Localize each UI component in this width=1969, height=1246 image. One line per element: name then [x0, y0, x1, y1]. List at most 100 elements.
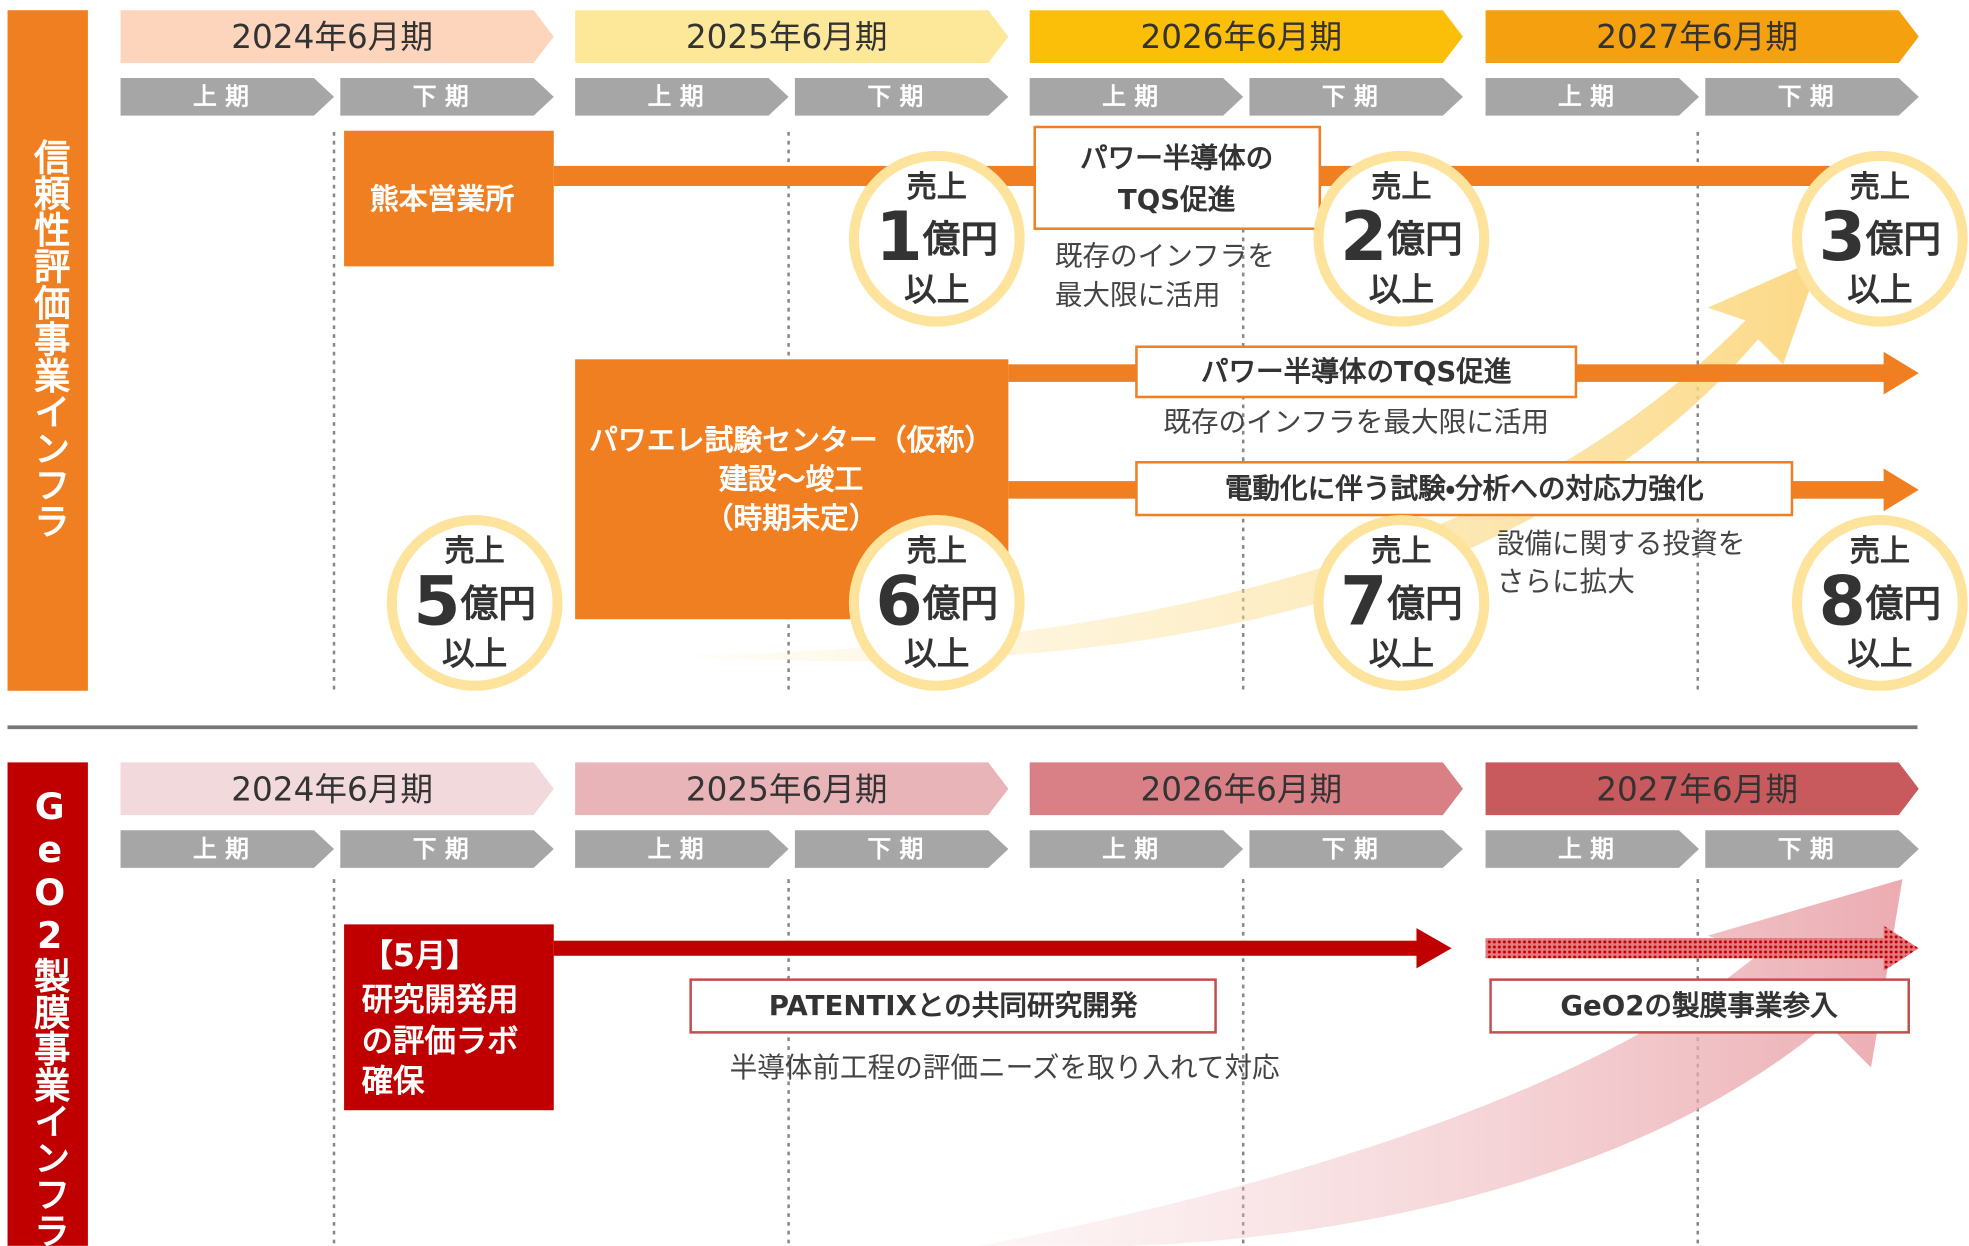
- center-line: パワエレ試験センター（仮称）: [589, 423, 993, 457]
- callout-note: 既存のインフラを: [1055, 240, 1275, 273]
- amount-value: 5: [413, 561, 460, 640]
- badge-top: 売上: [445, 534, 505, 569]
- amount-value: 6: [876, 561, 923, 640]
- arrow-head: [1416, 928, 1452, 969]
- half-chevron: [340, 830, 554, 868]
- half-chevron: [794, 78, 1009, 116]
- badge-top: 売上: [1850, 534, 1910, 569]
- badge-bottom: 以上: [1369, 635, 1434, 673]
- badge-bottom: 以上: [1369, 270, 1434, 308]
- site-box: [344, 130, 554, 267]
- badge-bottom: 以上: [1847, 635, 1912, 673]
- arrow-head: [1883, 351, 1919, 395]
- amount-value: 8: [1819, 561, 1866, 640]
- growth-arrow: [678, 257, 1821, 662]
- half-chevron: [575, 830, 789, 868]
- track-label: GeO2の製膜事業参入: [1560, 989, 1838, 1022]
- section-label: 信頼性評価事業インフラ: [28, 138, 71, 539]
- half-label: 下 期: [1778, 83, 1834, 111]
- callout-box: [1033, 125, 1322, 230]
- badge-circle: [1313, 150, 1490, 327]
- badge-amount: 3億円: [1819, 197, 1942, 276]
- half-label: 下 期: [1322, 835, 1378, 863]
- amount-unit: 億円: [1865, 581, 1941, 625]
- year-label: 2026年6月期: [1140, 18, 1342, 56]
- badge-circle: [386, 515, 563, 691]
- callout-note: 最大限に活用: [1055, 279, 1221, 312]
- half-chevron: [1705, 78, 1919, 116]
- center-line: 建設～竣工: [719, 462, 863, 496]
- half-chevron: [1705, 830, 1919, 868]
- lab-line: 【5月】: [362, 938, 478, 974]
- amount-value: 1: [876, 197, 923, 276]
- section-label: GeO2製膜事業インフラ: [28, 785, 71, 1246]
- year-chevron: [120, 10, 554, 63]
- half-label: 上 期: [1558, 83, 1614, 111]
- track-label-box: [689, 978, 1217, 1034]
- badge-circle: [1791, 150, 1968, 327]
- callout-line: TQS促進: [1118, 183, 1236, 216]
- year-label: 2025年6月期: [686, 770, 888, 808]
- half-chevron: [1249, 78, 1463, 116]
- badge-circle: [1791, 515, 1968, 691]
- half-chevron: [1485, 830, 1700, 868]
- track-arrow: [553, 940, 1421, 956]
- callout-line: パワー半導体の: [1080, 142, 1273, 175]
- half-label: 下 期: [867, 83, 923, 111]
- half-chevron: [1029, 78, 1244, 116]
- half-chevron: [120, 78, 335, 116]
- badge-amount: 1億円: [876, 197, 999, 276]
- year-label: 2026年6月期: [1140, 770, 1342, 808]
- badge-amount: 6億円: [876, 561, 999, 640]
- amount-unit: 億円: [460, 581, 536, 625]
- amount-unit: 億円: [922, 581, 998, 625]
- year-chevron: [1485, 10, 1919, 63]
- track-label-box: [1135, 461, 1794, 517]
- badge-amount: 8億円: [1819, 561, 1942, 640]
- amount-value: 3: [1819, 197, 1866, 276]
- badge-top: 売上: [907, 534, 967, 569]
- amount-value: 7: [1340, 561, 1387, 640]
- year-label: 2027年6月期: [1596, 18, 1798, 56]
- year-chevron: [1485, 762, 1919, 816]
- badge-top: 売上: [1850, 170, 1910, 205]
- track-note: 半導体前工程の評価ニーズを取り入れて対応: [730, 1051, 1280, 1084]
- half-chevron: [1029, 830, 1244, 868]
- half-label: 上 期: [1558, 835, 1614, 863]
- half-label: 上 期: [648, 83, 704, 111]
- track-label: PATENTIXとの共同研究開発: [769, 989, 1138, 1022]
- lab-line: 確保: [362, 1064, 425, 1100]
- section-bar: [7, 762, 88, 1246]
- half-label: 下 期: [413, 835, 469, 863]
- badge-circle: [1313, 515, 1490, 691]
- amount-unit: 億円: [922, 217, 998, 261]
- badge-circle: [848, 515, 1025, 691]
- half-chevron: [340, 78, 554, 116]
- badge-bottom: 以上: [904, 635, 969, 673]
- half-chevron: [575, 78, 789, 116]
- arrow-head: [1883, 468, 1919, 512]
- track-arrow: [1485, 938, 1888, 959]
- track-note: 設備に関する投資を: [1497, 527, 1745, 560]
- badge-amount: 5億円: [413, 561, 536, 640]
- badge-bottom: 以上: [1847, 270, 1912, 308]
- half-label: 上 期: [1102, 83, 1158, 111]
- half-chevron: [794, 830, 1009, 868]
- track-note: さらに拡大: [1497, 565, 1635, 598]
- year-label: 2024年6月期: [231, 18, 433, 56]
- half-chevron: [120, 830, 335, 868]
- year-chevron: [575, 762, 1009, 816]
- half-label: 上 期: [193, 83, 249, 111]
- year-label: 2025年6月期: [686, 18, 888, 56]
- growth-arrow: [979, 879, 1903, 1246]
- half-chevron: [1485, 78, 1700, 116]
- half-label: 下 期: [1778, 835, 1834, 863]
- half-label: 下 期: [867, 835, 923, 863]
- badge-circle: [848, 150, 1025, 327]
- lab-line: 研究開発用: [362, 982, 519, 1018]
